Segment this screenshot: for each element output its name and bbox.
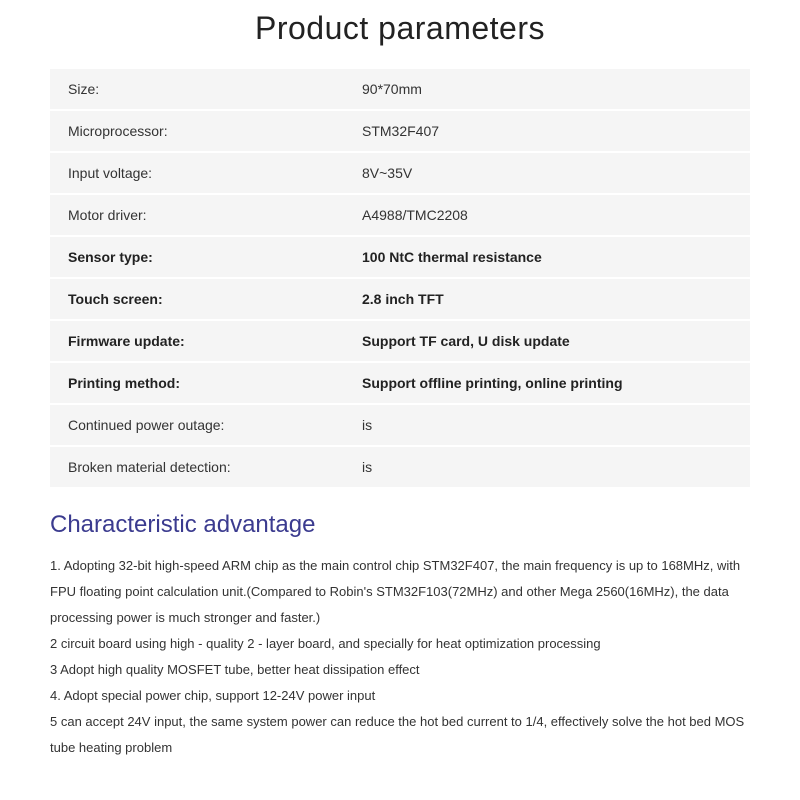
param-value: Support offline printing, online printin… [344, 362, 750, 404]
param-label: Input voltage: [50, 152, 344, 194]
param-label: Printing method: [50, 362, 344, 404]
table-row: Printing method:Support offline printing… [50, 362, 750, 404]
advantage-item: 1. Adopting 32-bit high-speed ARM chip a… [50, 553, 750, 631]
param-value: Support TF card, U disk update [344, 320, 750, 362]
param-label: Touch screen: [50, 278, 344, 320]
advantage-item: 4. Adopt special power chip, support 12-… [50, 683, 750, 709]
table-row: Microprocessor:STM32F407 [50, 110, 750, 152]
param-label: Motor driver: [50, 194, 344, 236]
param-value: 2.8 inch TFT [344, 278, 750, 320]
table-row: Touch screen:2.8 inch TFT [50, 278, 750, 320]
advantages-list: 1. Adopting 32-bit high-speed ARM chip a… [50, 553, 750, 761]
parameters-table: Size:90*70mmMicroprocessor:STM32F407Inpu… [50, 69, 750, 489]
param-value: STM32F407 [344, 110, 750, 152]
page-container: Product parameters Size:90*70mmMicroproc… [0, 0, 800, 761]
param-value: A4988/TMC2208 [344, 194, 750, 236]
table-row: Continued power outage:is [50, 404, 750, 446]
param-value: 8V~35V [344, 152, 750, 194]
table-row: Broken material detection:is [50, 446, 750, 488]
section-title-advantage: Characteristic advantage [50, 511, 750, 539]
param-label: Continued power outage: [50, 404, 344, 446]
param-value: is [344, 446, 750, 488]
main-title: Product parameters [50, 10, 750, 47]
table-row: Size:90*70mm [50, 69, 750, 110]
param-label: Broken material detection: [50, 446, 344, 488]
table-row: Motor driver:A4988/TMC2208 [50, 194, 750, 236]
advantage-item: 3 Adopt high quality MOSFET tube, better… [50, 657, 750, 683]
param-label: Sensor type: [50, 236, 344, 278]
param-label: Microprocessor: [50, 110, 344, 152]
param-value: 100 NtC thermal resistance [344, 236, 750, 278]
parameters-tbody: Size:90*70mmMicroprocessor:STM32F407Inpu… [50, 69, 750, 488]
table-row: Firmware update:Support TF card, U disk … [50, 320, 750, 362]
param-value: 90*70mm [344, 69, 750, 110]
table-row: Input voltage:8V~35V [50, 152, 750, 194]
table-row: Sensor type:100 NtC thermal resistance [50, 236, 750, 278]
advantage-item: 2 circuit board using high - quality 2 -… [50, 631, 750, 657]
advantage-item: 5 can accept 24V input, the same system … [50, 709, 750, 761]
param-label: Firmware update: [50, 320, 344, 362]
param-label: Size: [50, 69, 344, 110]
param-value: is [344, 404, 750, 446]
